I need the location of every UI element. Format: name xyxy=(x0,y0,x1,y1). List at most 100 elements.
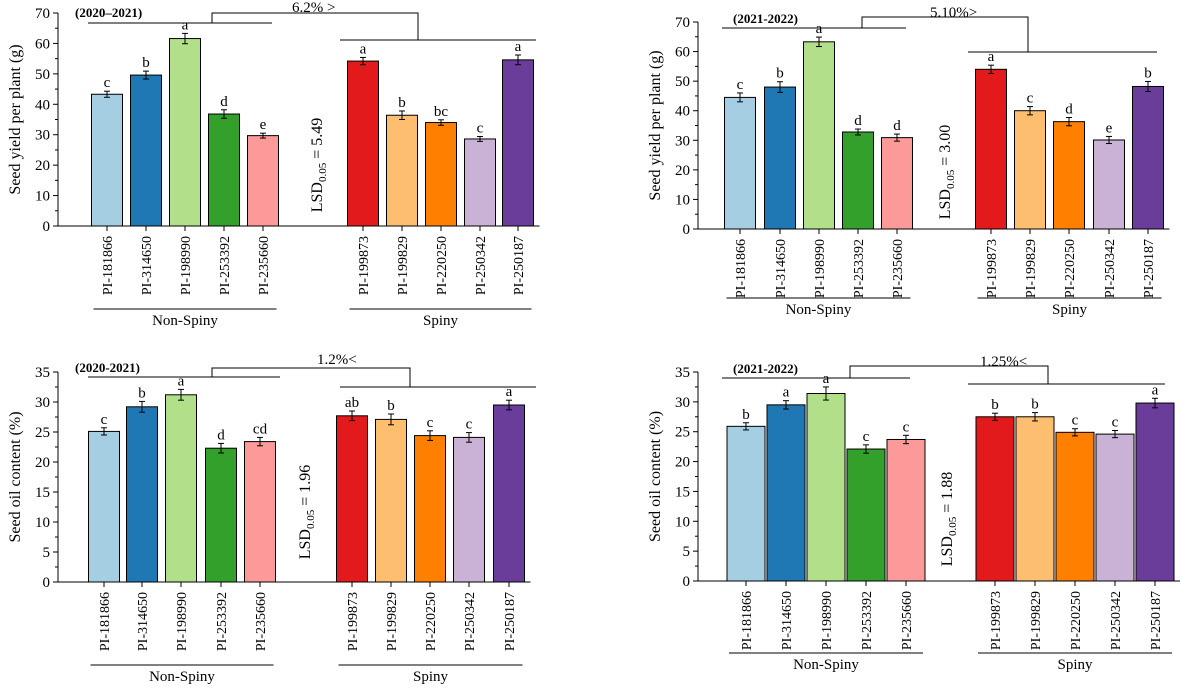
bar-PI-199829 xyxy=(375,418,407,583)
significance-letter: c xyxy=(863,429,870,445)
period-title: (2020–2021) xyxy=(75,5,142,20)
group-label: Spiny xyxy=(1052,302,1088,318)
x-category-label: PI-220250 xyxy=(1063,239,1078,298)
significance-letter: b xyxy=(742,407,750,423)
y-axis-label: Seed yield per plant (g) xyxy=(647,50,664,200)
significance-letter: d xyxy=(220,94,228,110)
significance-letter: bc xyxy=(434,104,449,120)
x-category-label: PI-250342 xyxy=(463,592,478,651)
significance-letter: d xyxy=(854,113,862,129)
bar-PI-199873 xyxy=(347,60,379,227)
period-title: (2021-2022) xyxy=(733,361,798,376)
y-tick-label: 20 xyxy=(675,455,690,471)
bar-PI-199829 xyxy=(386,114,418,227)
y-tick-label: 10 xyxy=(675,514,690,530)
bar-PI-314650 xyxy=(764,86,796,230)
x-category-label: PI-314650 xyxy=(140,236,155,295)
group-label: Non-Spiny xyxy=(786,302,852,318)
significance-letter: a xyxy=(988,49,995,65)
x-category-label: PI-198990 xyxy=(813,239,828,298)
y-tick-label: 20 xyxy=(35,455,50,471)
lsd-subscript: 0.05 xyxy=(947,516,959,536)
group-label: Spiny xyxy=(413,669,449,685)
lsd-subscript: 0.05 xyxy=(305,509,317,529)
x-category-label: PI-250342 xyxy=(474,236,489,295)
x-category-label: PI-250187 xyxy=(503,592,518,651)
bar-PI-220250 xyxy=(425,122,457,227)
lsd-text: LSD xyxy=(309,182,326,212)
bar-PI-235660 xyxy=(247,135,279,227)
bar-PI-235660 xyxy=(881,137,913,230)
x-category-label: PI-220250 xyxy=(424,592,439,651)
chart-panel-4: 0 5 10 15 20 25 30 35 Seed oil content (%) (2021-… xyxy=(647,354,1180,673)
lsd-value: = 3.00 xyxy=(937,125,954,170)
lsd-label: LSD0.05 = 1.96 xyxy=(297,465,317,560)
chart-panel-3: 0 5 10 15 20 25 30 35 Seed oil content (%) (2020-… xyxy=(7,352,536,685)
x-category-label: PI-250342 xyxy=(1103,239,1118,298)
x-category-label: PI-235660 xyxy=(891,239,906,298)
y-tick-label: 10 xyxy=(35,189,50,205)
y-tick-label: 20 xyxy=(35,158,50,174)
x-category-label: PI-235660 xyxy=(900,591,915,650)
comparison-connector xyxy=(211,367,411,387)
significance-letter: b xyxy=(138,385,146,401)
comparison-connector xyxy=(211,12,419,40)
y-tick-label: 0 xyxy=(43,575,51,591)
significance-letter: c xyxy=(477,121,484,137)
significance-letter: b xyxy=(387,398,395,414)
lsd-label: LSD0.05 = 3.00 xyxy=(937,125,957,220)
y-tick-label: 30 xyxy=(675,395,690,411)
lsd-value: = 5.49 xyxy=(309,118,326,163)
bar-PI-253392 xyxy=(846,448,886,582)
y-tick-label: 70 xyxy=(675,15,690,31)
significance-letter: a xyxy=(515,39,522,55)
bar-PI-199829 xyxy=(1014,110,1046,230)
significance-letter: c xyxy=(466,417,473,433)
significance-letter: cd xyxy=(253,421,268,437)
x-category-label: PI-250342 xyxy=(1109,591,1124,650)
group-label: Non-Spiny xyxy=(793,657,859,673)
y-tick-label: 0 xyxy=(683,574,691,590)
x-category-label: PI-181866 xyxy=(740,591,755,650)
group-label: Spiny xyxy=(1057,657,1093,673)
bar-PI-198990 xyxy=(169,38,201,227)
x-category-label: PI-235660 xyxy=(257,236,272,295)
bar-PI-250342 xyxy=(1093,139,1125,230)
x-category-label: PI-314650 xyxy=(136,592,151,651)
y-tick-label: 30 xyxy=(35,395,50,411)
comparison-connector xyxy=(849,365,1049,384)
bar-PI-199873 xyxy=(336,415,368,583)
y-tick-label: 70 xyxy=(35,6,50,22)
bar-PI-314650 xyxy=(130,74,162,227)
significance-letter: d xyxy=(893,118,901,134)
bar-PI-235660 xyxy=(244,441,276,583)
significance-letter: b xyxy=(1144,65,1152,81)
significance-letter: a xyxy=(823,371,830,387)
x-category-label: PI-250187 xyxy=(1142,239,1157,298)
significance-letter: a xyxy=(178,373,185,389)
significance-letter: a xyxy=(783,385,790,401)
x-category-label: PI-198990 xyxy=(175,592,190,651)
y-tick-label: 40 xyxy=(675,104,690,120)
bar-PI-220250 xyxy=(1053,121,1085,230)
significance-letter: b xyxy=(398,95,406,111)
bar-PI-181866 xyxy=(91,93,123,227)
comparison-label: 1.25%< xyxy=(980,354,1027,370)
significance-letter: d xyxy=(1065,102,1073,118)
x-category-label: PI-199873 xyxy=(989,591,1004,650)
bar-PI-198990 xyxy=(165,394,197,583)
lsd-label: LSD0.05 = 1.88 xyxy=(939,472,959,567)
x-category-label: PI-253392 xyxy=(852,239,867,298)
y-tick-label: 40 xyxy=(35,97,50,113)
significance-letter: e xyxy=(260,117,267,133)
x-category-label: PI-199873 xyxy=(985,239,1000,298)
significance-letter: c xyxy=(737,77,744,93)
y-tick-label: 5 xyxy=(43,545,51,561)
bar-PI-250342 xyxy=(1095,433,1135,582)
period-title: (2020-2021) xyxy=(75,360,140,375)
group-label: Non-Spiny xyxy=(152,313,218,329)
bar-PI-250342 xyxy=(464,138,496,227)
significance-letter: b xyxy=(142,55,150,71)
y-tick-label: 60 xyxy=(35,36,50,52)
significance-letter: d xyxy=(217,427,225,443)
